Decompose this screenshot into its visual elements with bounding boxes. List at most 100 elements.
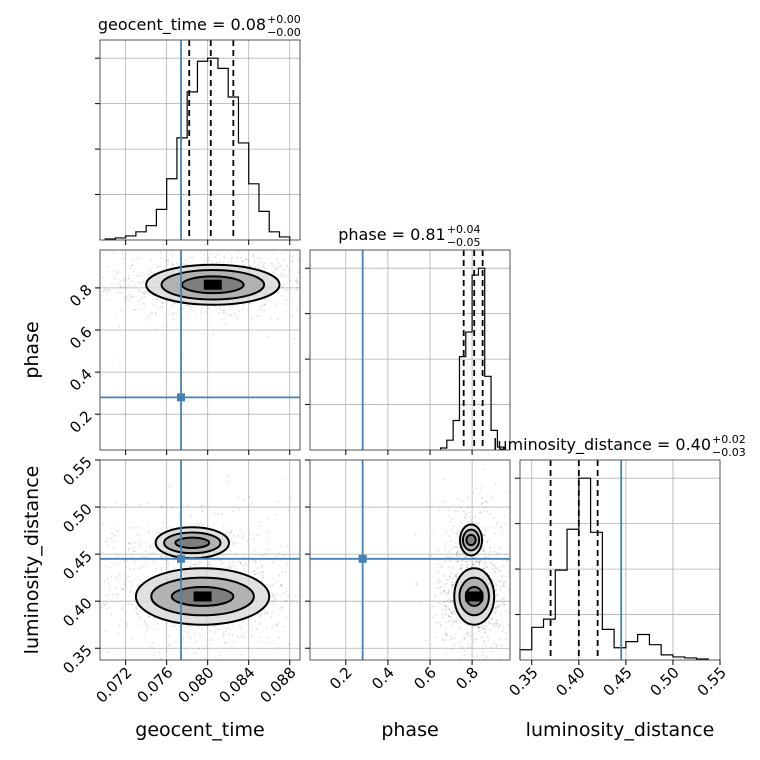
sample-point [517,566,519,568]
sample-point [447,608,450,611]
sample-point [483,641,486,643]
sample-point [278,574,280,577]
sample-point [219,306,222,308]
sample-point [453,576,456,578]
sample-point [483,538,485,541]
sample-point [459,621,462,624]
sample-point [318,561,320,563]
sample-point [281,251,284,254]
sample-point [437,579,440,581]
sample-point [457,560,460,562]
sample-point [501,565,504,568]
sample-point [266,612,269,615]
sample-point [255,628,258,630]
sample-point [504,581,507,584]
sample-point [297,271,300,274]
sample-point [112,269,115,272]
sample-point [140,290,143,293]
sample-point [453,620,455,623]
sample-point [482,567,485,570]
sample-point [218,260,221,263]
sample-point [160,568,163,571]
sample-point [286,265,289,267]
sample-point [145,624,148,627]
sample-point [130,585,133,588]
sample-point [131,556,134,559]
sample-point [124,503,127,506]
sample-point [487,621,490,624]
sample-point [201,510,204,513]
sample-point [257,662,259,664]
sample-point [247,307,249,310]
x-tick-label: 0.8 [452,664,482,694]
sample-point [503,603,506,606]
sample-point [320,280,322,282]
sample-point [296,280,299,283]
sample-point [266,626,268,629]
x-tick-label: 0.072 [92,664,135,707]
sample-point [289,279,292,282]
sample-point [295,279,298,282]
sample-point [195,314,198,316]
sample-point [168,485,171,488]
sample-point [237,534,239,537]
sample-point [442,589,445,592]
sample-point [187,314,190,317]
sample-point [455,621,458,623]
sample-point [482,567,484,570]
sample-point [498,638,501,641]
sample-point [463,515,466,518]
sample-point [127,277,130,280]
sample-point [267,517,269,520]
sample-point [140,503,142,506]
sample-point [512,595,514,597]
sample-point [460,567,462,570]
sample-point [513,611,515,613]
sample-point [494,589,497,592]
sample-point [112,251,115,254]
sample-point [233,641,236,644]
sample-point [483,658,486,660]
sample-point [164,259,167,262]
sample-point [473,638,476,641]
sample-point [483,568,486,570]
sample-point [498,569,500,572]
sample-point [492,622,495,625]
sample-point [223,257,226,260]
sample-point [499,624,501,627]
sample-point [231,634,234,637]
sample-point [285,600,287,603]
sample-point [330,295,332,297]
sample-point [146,629,148,632]
sample-point [480,626,483,629]
sample-point [457,540,460,543]
sample-point [96,568,98,570]
sample-point [261,305,264,307]
sample-point [170,527,173,530]
sample-point [126,625,129,628]
sample-point [125,576,128,579]
sample-point [355,287,357,289]
sample-point [224,248,226,250]
sample-point [187,561,189,564]
sample-point [448,615,451,618]
sample-point [199,634,201,637]
sample-point [184,259,187,261]
sample-point [451,567,454,569]
sample-point [230,305,233,308]
sample-point [243,636,246,639]
sample-point [266,529,269,532]
sample-point [302,560,304,562]
sample-point [282,275,285,277]
sample-point [486,540,489,543]
sample-point [507,589,510,592]
sample-point [189,256,192,259]
sample-point [483,549,485,552]
sample-point [494,606,497,609]
sample-point [484,565,486,568]
sample-point [436,582,439,585]
sample-point [138,275,141,278]
sample-point [133,559,136,562]
sample-point [258,636,261,639]
sample-point [148,268,150,271]
